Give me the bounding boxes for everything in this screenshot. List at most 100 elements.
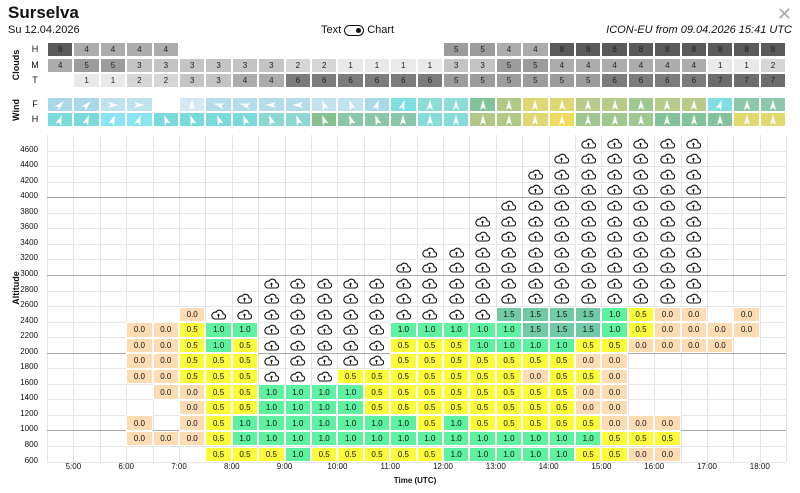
wind-cell [733,97,760,112]
lift-value-cell: 1.0 [522,337,549,354]
cloud-icon [522,213,548,229]
cloud-icon [681,151,707,167]
lift-value-cell: 1.5 [548,306,575,323]
grid-hline [47,274,787,276]
cloud-cover-cell: 4 [73,42,100,57]
cloud-icon [575,166,601,182]
lift-value-cell: 0.5 [205,368,232,385]
grid-hline [47,181,787,183]
lift-value-cell: 0.5 [205,399,232,416]
wind-arrow-icon [243,114,250,126]
lift-value-cell: 0.5 [601,430,628,447]
time-tick-label: 8:00 [224,462,240,471]
lift-value-cell: 0.0 [179,415,206,431]
cloud-cover-cell: 6 [416,73,443,88]
lift-value-cell: 0.5 [443,384,470,400]
wind-arrow-icon [213,102,225,109]
cloud-icon [654,259,680,275]
lift-value-cell: 0.5 [443,353,470,369]
lift-value-cell: 0.0 [707,337,734,354]
altitude-tick-label: 600 [24,455,38,465]
lift-value-cell: 0.5 [469,353,496,369]
wind-cell [363,112,391,127]
wind-arrow-icon [717,114,724,125]
lift-value-cell: 1.0 [443,430,470,447]
cloud-cover-cell: 5 [469,42,496,57]
cloud-icon [575,182,601,198]
toggle-switch[interactable] [344,24,365,36]
lift-value-cell: 1.0 [469,337,496,354]
cloud-cover-cell: 8 [627,42,655,57]
lift-value-cell: 0.5 [443,399,470,416]
cloud-cover-cell: 4 [231,73,259,88]
cloud-icon [285,291,311,307]
lift-value-cell: 0.5 [548,399,575,416]
cloud-icon [681,228,707,244]
cloud-icon [496,291,522,307]
wind-cell [47,97,74,112]
lift-value-cell: 0.0 [601,353,628,369]
cloud-cover-cell: 5 [522,57,549,73]
toggle-chart-label[interactable]: Chart [367,24,395,36]
wind-cell [548,97,575,112]
cloud-icon [628,228,654,244]
cloud-icon [654,166,680,182]
lift-value-cell: 0.5 [522,415,549,431]
cloud-cover-cell: 5 [73,57,100,73]
view-toggle[interactable]: Text Chart [321,24,394,36]
lift-value-cell: 1.0 [337,415,364,431]
altitude-tick-label: 2400 [20,315,38,325]
wind-cell [311,112,338,127]
cloud-cover-cell: 4 [99,42,127,57]
lift-value-cell: 1.5 [495,306,523,323]
cloud-icon [654,228,680,244]
wind-cell [416,97,443,112]
wind-cell [99,112,127,127]
grid-vline [152,135,154,462]
cloud-icon [469,213,495,229]
cloud-row-label-t: T [32,75,38,85]
cloud-icon [601,197,627,213]
grid-vline [390,135,392,462]
grid-vline [786,135,788,462]
wind-arrow-icon [426,99,433,110]
cloud-row-label-m: M [31,59,39,70]
cloud-cover-cell: 5 [495,73,523,88]
lift-value-cell: 0.5 [390,337,417,354]
cloud-icon [337,291,363,307]
lift-value-cell: 0.5 [469,415,496,431]
lift-value-cell: 0.0 [152,337,179,354]
lift-value-cell: 1.0 [601,306,628,323]
altitude-tick-label: 1400 [20,393,38,403]
wind-arrow-icon [532,99,539,110]
cloud-cover-cell: 5 [548,73,575,88]
lift-value-cell: 1.0 [443,446,470,463]
cloud-icon [258,337,284,353]
altitude-tick-label: 3800 [20,206,38,216]
cloud-icon [549,213,575,229]
lift-value-cell: 0.0 [179,384,206,400]
lift-value-cell: 0.5 [205,384,232,400]
clouds-label: Clouds [11,49,21,81]
cloud-icon [628,182,654,198]
grid-vline [284,135,286,462]
cloud-cover-cell: 8 [47,42,74,57]
cloud-icon [522,228,548,244]
wind-cell [680,97,707,112]
cloud-cover-cell [179,42,206,57]
time-tick-label: 5:00 [65,462,82,471]
lift-value-cell: 0.5 [601,446,628,463]
altitude-tick-label: 2000 [20,346,38,356]
toggle-text-label[interactable]: Text [321,24,342,36]
wind-arrow-icon [189,99,196,110]
cloud-icon [469,291,495,307]
close-icon[interactable]: ✕ [776,4,792,24]
cloud-icon [549,275,575,291]
cloud-icon [417,275,443,291]
wind-arrow-icon [532,114,539,125]
cloud-icon [522,182,548,198]
wind-cell [443,112,470,127]
altitude-tick-label: 1200 [20,408,38,418]
lift-value-cell: 0.5 [416,446,443,463]
grid-vline [205,135,207,462]
